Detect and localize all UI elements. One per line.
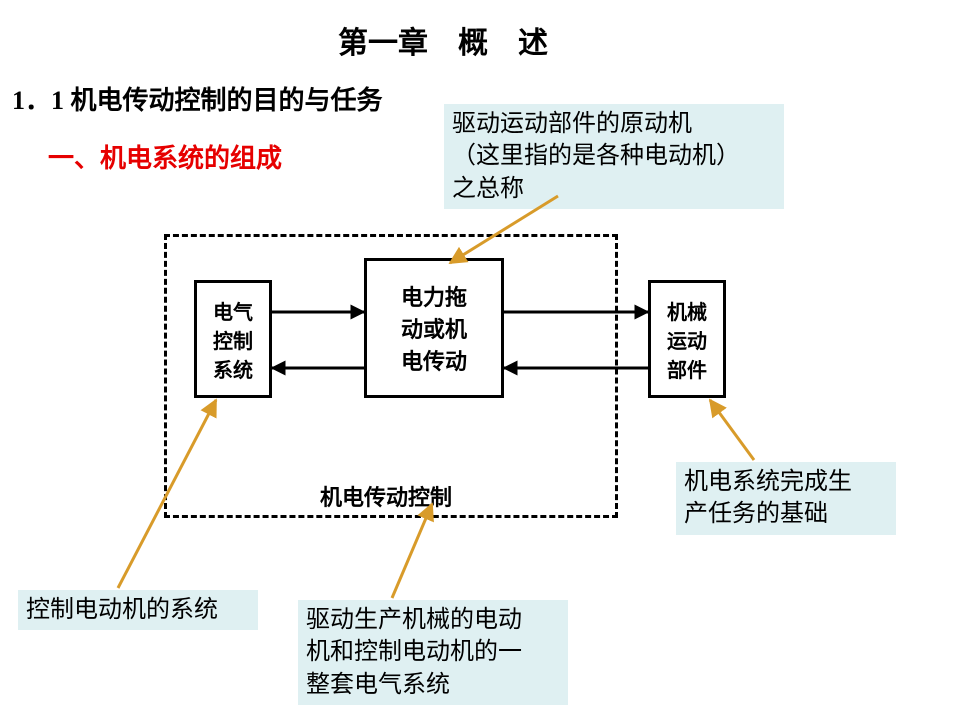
callout-top-right: 驱动运动部件的原动机（这里指的是各种电动机）之总称 — [444, 104, 784, 209]
callout-right: 机电系统完成生产任务的基础 — [676, 462, 896, 535]
node-right: 机械运动部件 — [648, 280, 726, 398]
diagram-caption: 机电传动控制 — [320, 480, 452, 512]
node-center: 电力拖动或机电传动 — [364, 258, 504, 398]
callout-bottom-left: 控制电动机的系统 — [18, 590, 258, 630]
section-heading: 1．1 机电传动控制的目的与任务 — [12, 80, 383, 117]
sub-heading: 一、机电系统的组成 — [48, 138, 282, 175]
callout-bottom-center: 驱动生产机械的电动机和控制电动机的一整套电气系统 — [298, 600, 568, 705]
chapter-title: 第一章 概 述 — [338, 18, 548, 62]
node-left: 电气控制系统 — [194, 280, 272, 398]
